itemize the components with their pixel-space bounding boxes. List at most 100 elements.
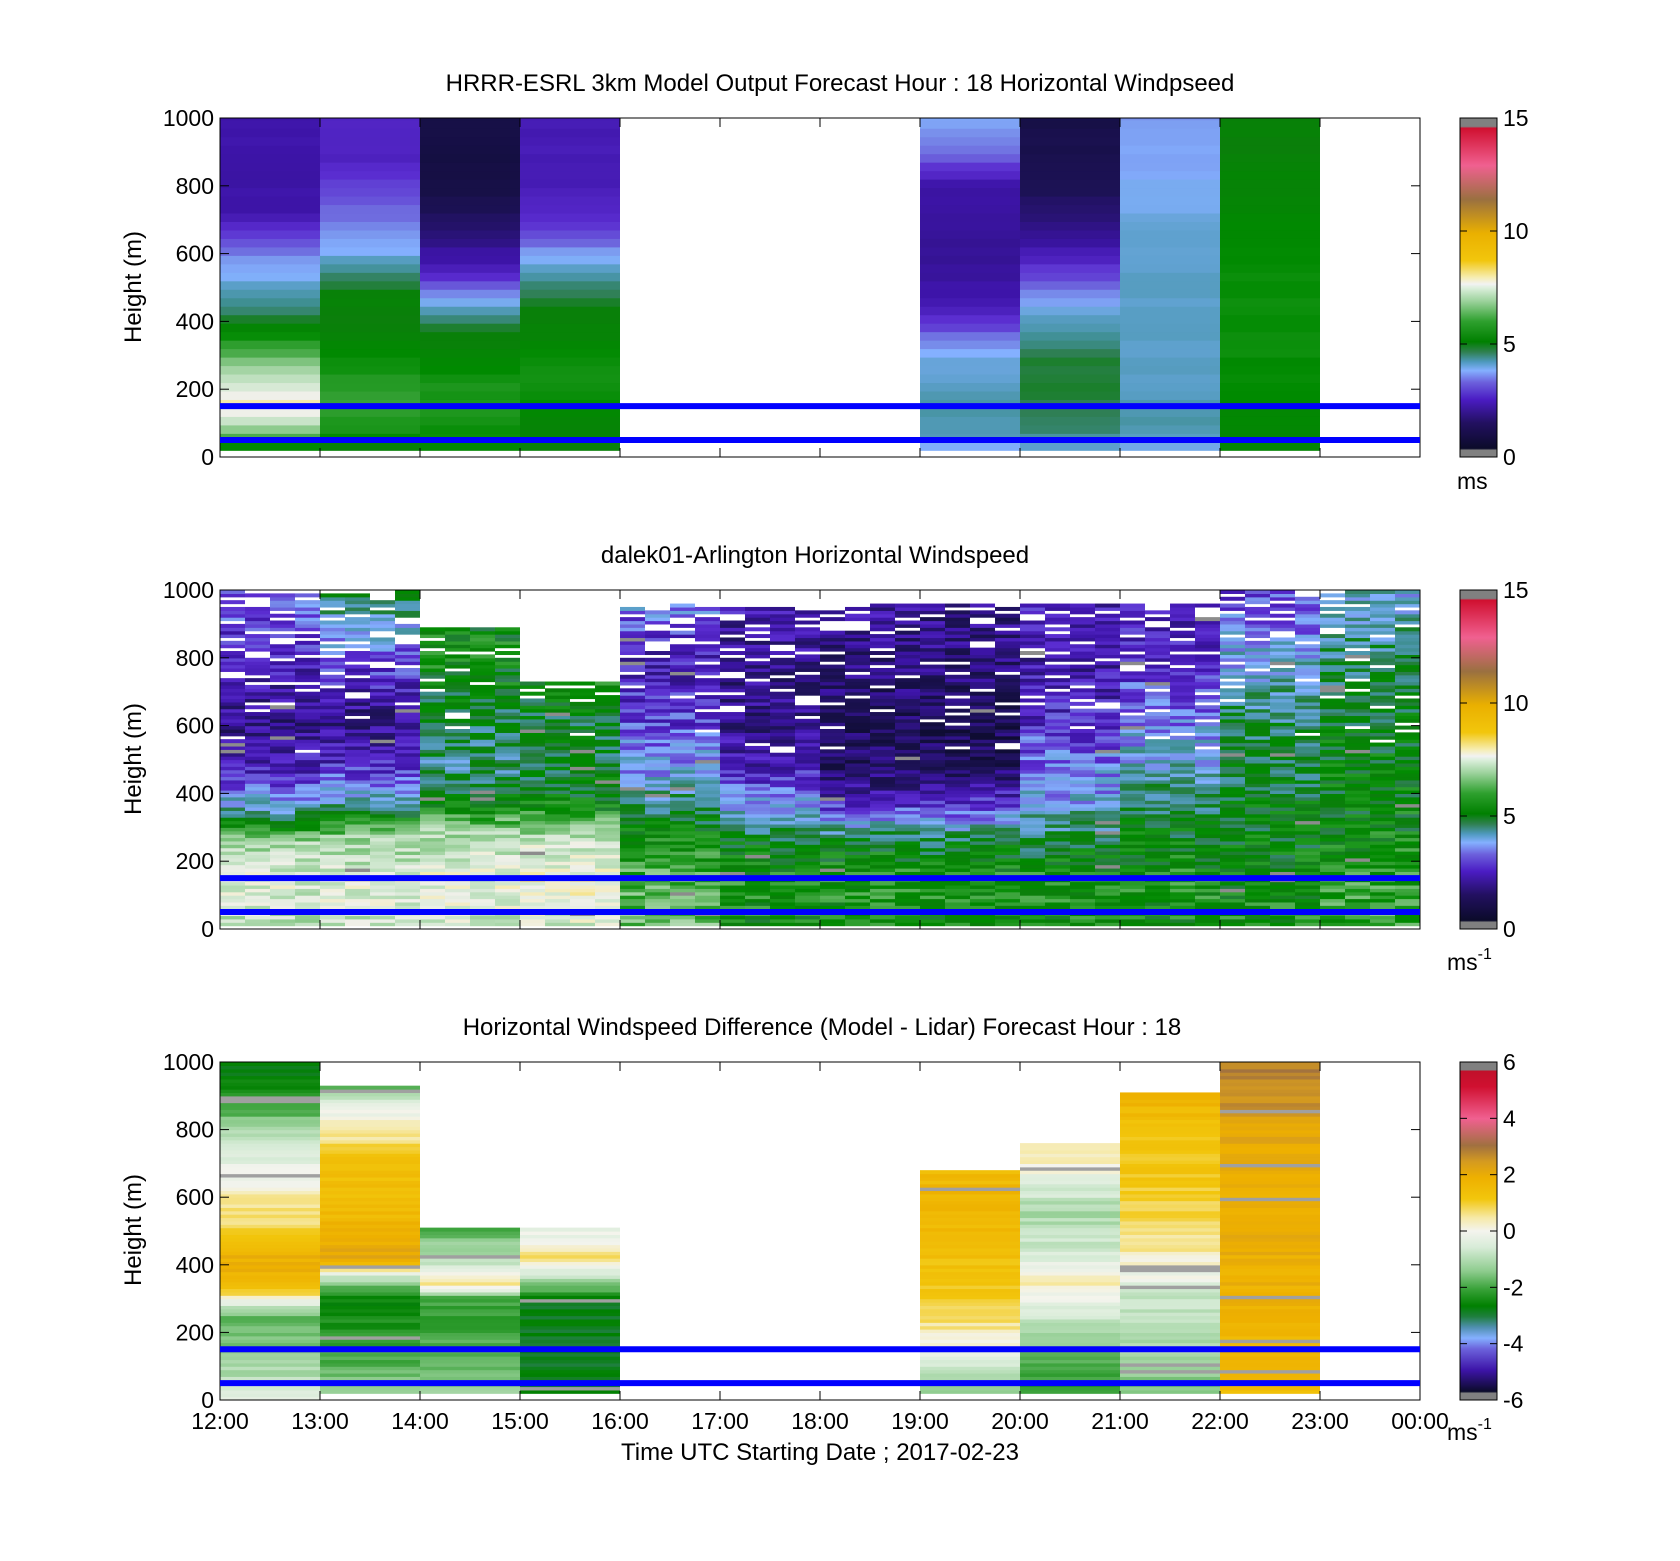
heatmap-cell [320,119,420,129]
heatmap-cell [1270,661,1295,666]
heatmap-cell [770,922,795,927]
heatmap-cell [1220,119,1320,129]
heatmap-cell [220,857,245,862]
heatmap-cell [520,847,545,852]
heatmap-cell [1220,306,1320,316]
heatmap-cell [895,732,920,737]
heatmap-cell [520,745,545,750]
heatmap-cell [1395,827,1420,832]
heatmap-cell [670,712,695,717]
heatmap-cell [520,1285,620,1290]
heatmap-cell [1170,905,1195,910]
heatmap-cell [1370,644,1395,649]
heatmap-cell [670,837,695,842]
heatmap-cell [1145,793,1170,798]
heatmap-cell [670,654,695,659]
heatmap-cell [920,1329,1020,1333]
heatmap-cell [820,827,845,832]
heatmap-cell [520,888,545,893]
heatmap-cell [420,1247,520,1252]
heatmap-cell [1020,745,1045,750]
heatmap-cell [295,712,320,717]
heatmap-cell [1120,246,1220,256]
heatmap-cell [1170,606,1195,611]
heatmap-cell [270,684,295,689]
heatmap-cell [1395,817,1420,822]
heatmap-cell [1270,867,1295,872]
heatmap-cell [1295,837,1320,842]
heatmap-cell [1045,603,1070,608]
heatmap-cell [1170,898,1195,903]
heatmap-cell [870,644,895,649]
heatmap-cell [670,664,695,669]
heatmap-cell [545,783,570,788]
heatmap-cell [470,891,495,896]
heatmap-cell [1320,708,1345,713]
heatmap-cell [920,817,945,822]
heatmap-cell [1345,898,1370,903]
heatmap-cell [545,827,570,832]
heatmap-cell [1020,644,1045,649]
heatmap-cell [1395,830,1420,835]
heatmap-cell [220,1149,320,1154]
heatmap-cell [320,905,345,910]
heatmap-cell [1070,918,1095,923]
heatmap-cell [445,705,470,710]
heatmap-cell [770,610,795,615]
heatmap-cell [420,827,445,832]
heatmap-cell [570,922,595,927]
heatmap-cell [1120,739,1145,744]
heatmap-cell [370,671,395,676]
heatmap-cell [920,162,1020,172]
heatmap-cell [1070,678,1095,683]
heatmap-cell [1170,796,1195,801]
heatmap-cell [470,725,495,730]
heatmap-cell [420,1342,520,1347]
heatmap-cell [545,786,570,791]
heatmap-cell [245,830,270,835]
heatmap-cell [845,664,870,669]
heatmap-cell [495,803,520,808]
heatmap-cell [245,593,270,598]
heatmap-cell [220,1220,320,1225]
heatmap-cell [1245,905,1270,910]
heatmap-cell [495,783,520,788]
heatmap-cell [220,238,320,248]
heatmap-cell [545,901,570,906]
heatmap-cell [945,810,970,815]
heatmap-cell [645,678,670,683]
heatmap-cell [520,732,545,737]
heatmap-cell [220,1102,320,1107]
heatmap-cell [545,803,570,808]
heatmap-cell [1370,671,1395,676]
heatmap-cell [320,118,420,121]
heatmap-cell [695,844,720,849]
heatmap-cell [220,790,245,794]
heatmap-cell [970,681,995,686]
heatmap-cell [495,657,520,662]
heatmap-cell [670,915,695,920]
heatmap-cell [320,1322,420,1327]
heatmap-cell [1120,637,1145,642]
heatmap-cell [1045,705,1070,710]
heatmap-cell [970,773,995,778]
heatmap-cell [320,1193,420,1198]
heatmap-cell [1345,674,1370,679]
heatmap-cell [1245,790,1270,794]
heatmap-cell [470,762,495,767]
heatmap-cell [445,681,470,686]
heatmap-cell [995,647,1020,652]
heatmap-cell [645,895,670,900]
heatmap-cell [1170,857,1195,862]
heatmap-cell [370,834,395,839]
heatmap-cell [695,796,720,801]
heatmap-cell [220,1173,320,1178]
heatmap-cell [1270,888,1295,893]
heatmap-cell [570,793,595,798]
heatmap-cell [520,136,620,146]
heatmap-cell [1070,603,1095,608]
heatmap-cell [220,153,320,163]
heatmap-cell [445,871,470,876]
heatmap-cell [645,834,670,839]
heatmap-cell [1170,817,1195,822]
